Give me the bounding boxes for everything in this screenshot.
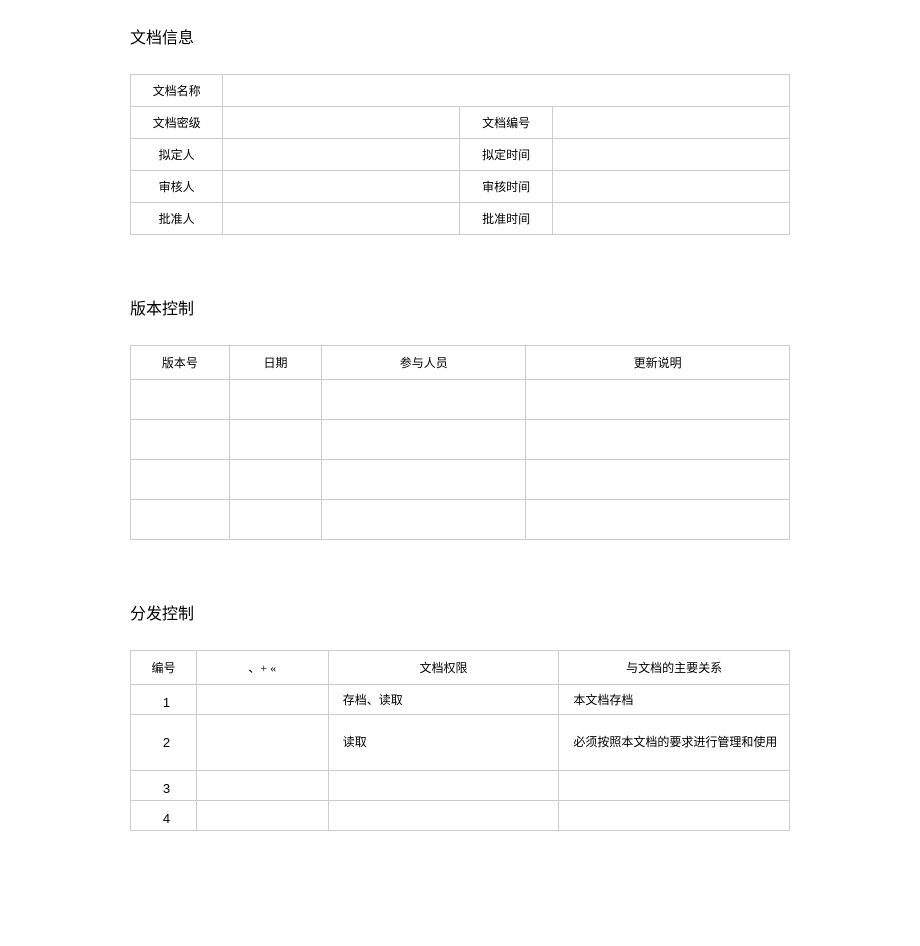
col-reader: 、+ « — [196, 651, 328, 685]
cell — [229, 460, 321, 500]
cell — [131, 460, 230, 500]
table-row: 拟定人 拟定时间 — [131, 139, 790, 171]
table-row: 1 存档、读取 本文档存档 — [131, 685, 790, 715]
cell — [322, 380, 526, 420]
cell-relation: 本文档存档 — [559, 685, 790, 715]
table-row: 4 — [131, 801, 790, 831]
cell — [526, 380, 790, 420]
cell — [229, 500, 321, 540]
heading-docinfo: 文档信息 — [130, 24, 790, 48]
table-row: 批准人 批准时间 — [131, 203, 790, 235]
cell — [196, 801, 328, 831]
col-date: 日期 — [229, 346, 321, 380]
table-row: 审核人 审核时间 — [131, 171, 790, 203]
label-doc-level: 文档密级 — [131, 107, 223, 139]
col-update-desc: 更新说明 — [526, 346, 790, 380]
cell — [322, 420, 526, 460]
cell — [526, 500, 790, 540]
cell — [526, 460, 790, 500]
col-participants: 参与人员 — [322, 346, 526, 380]
cell — [196, 715, 328, 771]
col-version-no: 版本号 — [131, 346, 230, 380]
label-review-time: 审核时间 — [460, 171, 552, 203]
col-serial: 编号 — [131, 651, 197, 685]
section-version: 版本控制 版本号 日期 参与人员 更新说明 — [130, 295, 790, 540]
label-approver: 批准人 — [131, 203, 223, 235]
table-row: 文档名称 — [131, 75, 790, 107]
cell-permission: 读取 — [328, 715, 559, 771]
cell — [526, 420, 790, 460]
label-reviewer: 审核人 — [131, 171, 223, 203]
cell — [322, 500, 526, 540]
value-reviewer — [223, 171, 460, 203]
label-doc-number: 文档编号 — [460, 107, 552, 139]
cell — [131, 380, 230, 420]
cell — [131, 420, 230, 460]
table-docinfo: 文档名称 文档密级 文档编号 拟定人 拟定时间 审核人 审核时间 批准人 批准时… — [130, 74, 790, 235]
cell — [196, 685, 328, 715]
table-distribution: 编号 、+ « 文档权限 与文档的主要关系 1 存档、读取 本文档存档 2 读取… — [130, 650, 790, 831]
value-draft-time — [552, 139, 789, 171]
heading-version: 版本控制 — [130, 295, 790, 319]
col-permission: 文档权限 — [328, 651, 559, 685]
value-review-time — [552, 171, 789, 203]
heading-distribution: 分发控制 — [130, 600, 790, 624]
table-header-row: 版本号 日期 参与人员 更新说明 — [131, 346, 790, 380]
cell-relation — [559, 801, 790, 831]
cell — [229, 380, 321, 420]
cell-relation: 必须按照本文档的要求进行管理和使用 — [559, 715, 790, 771]
value-approver — [223, 203, 460, 235]
cell-serial: 4 — [131, 801, 197, 831]
value-approve-time — [552, 203, 789, 235]
cell-permission: 存档、读取 — [328, 685, 559, 715]
section-distribution: 分发控制 编号 、+ « 文档权限 与文档的主要关系 1 存档、读取 本文档存档… — [130, 600, 790, 831]
cell — [229, 420, 321, 460]
label-drafter: 拟定人 — [131, 139, 223, 171]
value-doc-level — [223, 107, 460, 139]
table-row: 2 读取 必须按照本文档的要求进行管理和使用 — [131, 715, 790, 771]
cell — [131, 500, 230, 540]
table-header-row: 编号 、+ « 文档权限 与文档的主要关系 — [131, 651, 790, 685]
cell-serial: 1 — [131, 685, 197, 715]
section-docinfo: 文档信息 文档名称 文档密级 文档编号 拟定人 拟定时间 审核人 审核时间 — [130, 24, 790, 235]
table-row: 文档密级 文档编号 — [131, 107, 790, 139]
cell-permission — [328, 771, 559, 801]
label-doc-name: 文档名称 — [131, 75, 223, 107]
label-approve-time: 批准时间 — [460, 203, 552, 235]
label-draft-time: 拟定时间 — [460, 139, 552, 171]
cell — [322, 460, 526, 500]
cell — [196, 771, 328, 801]
table-row: 3 — [131, 771, 790, 801]
cell-serial: 2 — [131, 715, 197, 771]
table-row — [131, 500, 790, 540]
table-row — [131, 380, 790, 420]
value-doc-number — [552, 107, 789, 139]
col-relation: 与文档的主要关系 — [559, 651, 790, 685]
table-row — [131, 460, 790, 500]
cell-serial: 3 — [131, 771, 197, 801]
cell-relation — [559, 771, 790, 801]
cell-permission — [328, 801, 559, 831]
table-version: 版本号 日期 参与人员 更新说明 — [130, 345, 790, 540]
value-drafter — [223, 139, 460, 171]
table-row — [131, 420, 790, 460]
value-doc-name — [223, 75, 790, 107]
